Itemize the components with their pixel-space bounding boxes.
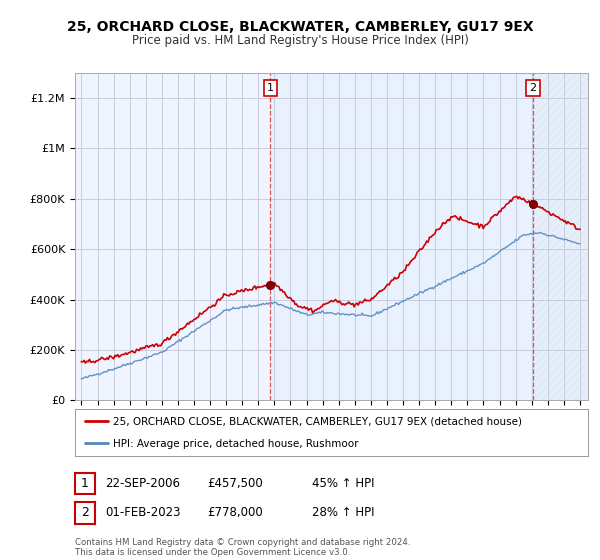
Text: 25, ORCHARD CLOSE, BLACKWATER, CAMBERLEY, GU17 9EX: 25, ORCHARD CLOSE, BLACKWATER, CAMBERLEY… [67, 20, 533, 34]
Text: 28% ↑ HPI: 28% ↑ HPI [312, 506, 374, 520]
Text: Contains HM Land Registry data © Crown copyright and database right 2024.
This d: Contains HM Land Registry data © Crown c… [75, 538, 410, 557]
Text: 45% ↑ HPI: 45% ↑ HPI [312, 477, 374, 490]
Text: Price paid vs. HM Land Registry's House Price Index (HPI): Price paid vs. HM Land Registry's House … [131, 34, 469, 46]
Text: 2: 2 [81, 506, 89, 520]
Text: 01-FEB-2023: 01-FEB-2023 [105, 506, 181, 520]
Text: HPI: Average price, detached house, Rushmoor: HPI: Average price, detached house, Rush… [113, 438, 359, 449]
Text: 25, ORCHARD CLOSE, BLACKWATER, CAMBERLEY, GU17 9EX (detached house): 25, ORCHARD CLOSE, BLACKWATER, CAMBERLEY… [113, 417, 523, 427]
Bar [533, 73, 588, 400]
Text: 22-SEP-2006: 22-SEP-2006 [105, 477, 180, 490]
Text: £457,500: £457,500 [207, 477, 263, 490]
Text: 2: 2 [529, 83, 536, 93]
Text: 1: 1 [81, 477, 89, 490]
Bar [271, 73, 533, 400]
Text: £778,000: £778,000 [207, 506, 263, 520]
Text: 1: 1 [267, 83, 274, 93]
